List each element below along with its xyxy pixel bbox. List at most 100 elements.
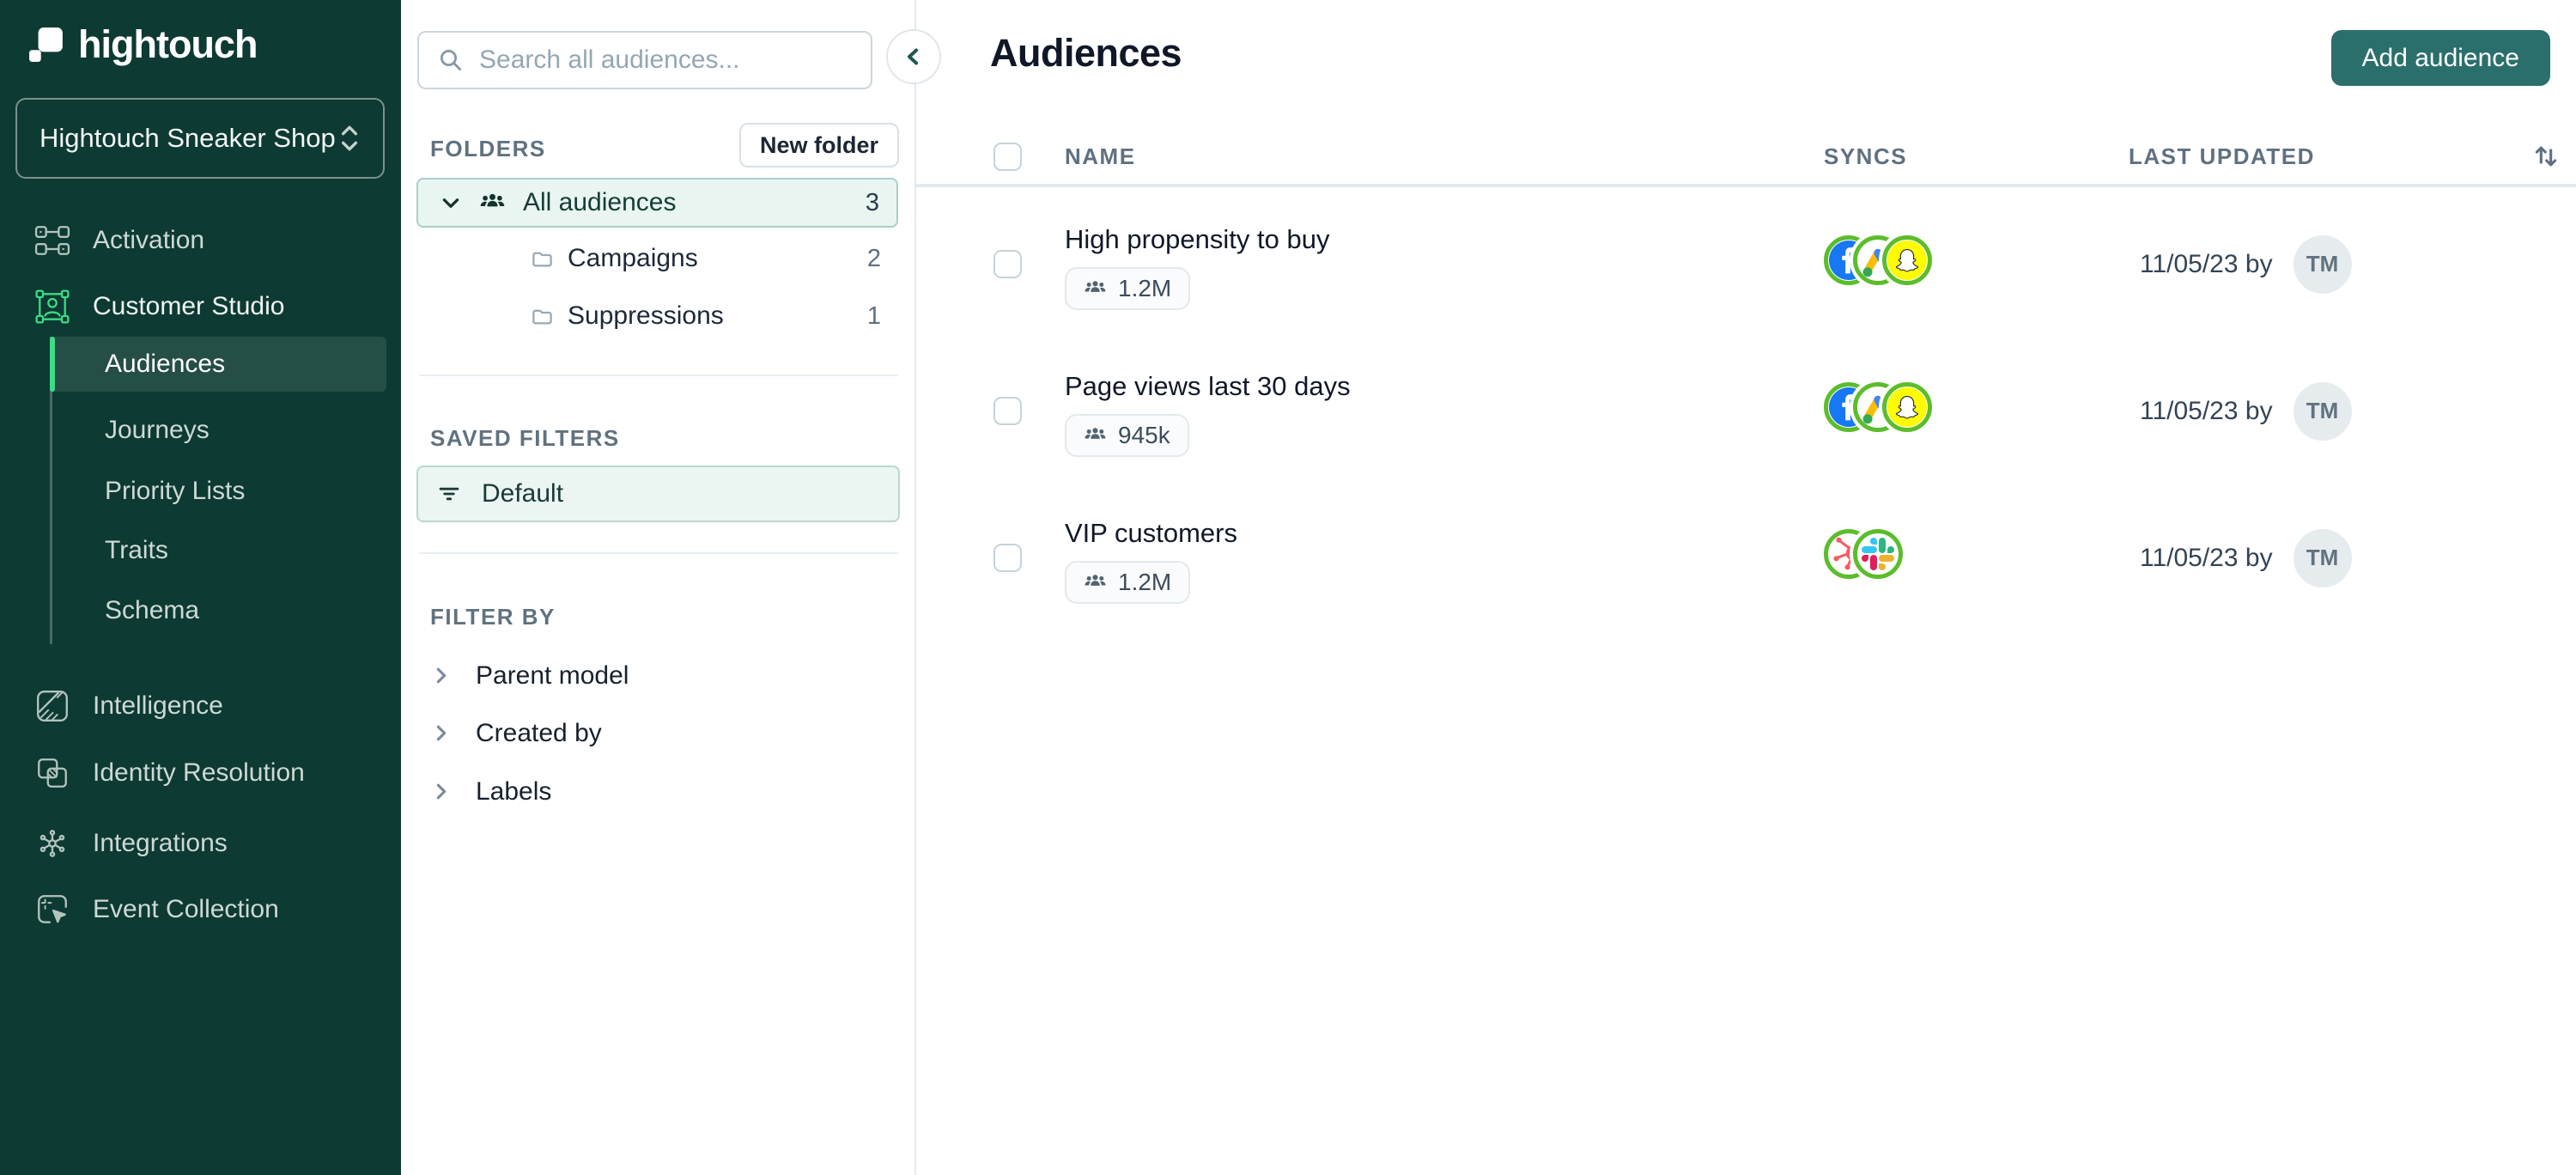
divider [419, 552, 898, 554]
divider [419, 374, 898, 376]
avatar[interactable]: TM [2293, 528, 2352, 588]
customer-studio-subnav: Audiences Journeys Priority Lists Traits… [50, 337, 386, 644]
add-audience-button[interactable]: Add audience [2330, 30, 2550, 86]
search-icon [440, 50, 461, 70]
subnav-item-label: Schema [105, 596, 200, 624]
sidebar-item-journeys[interactable]: Journeys [50, 400, 386, 460]
sidebar-item-schema[interactable]: Schema [50, 581, 386, 641]
filter-by-section-label: FILTER BY [430, 604, 556, 630]
snapchat-icon[interactable] [1882, 235, 1932, 285]
select-all-checkbox-cell [993, 125, 1022, 187]
slack-icon[interactable] [1853, 529, 1903, 579]
sidebar-item-activation[interactable]: Activation [0, 209, 401, 272]
audience-size-badge: 1.2M [1065, 267, 1191, 310]
folder-suppressions[interactable]: Suppressions 1 [416, 291, 898, 341]
audience-name-cell: High propensity to buy 1.2M [1065, 225, 1329, 310]
chevron-right-icon [436, 667, 447, 684]
audience-size: 945k [1118, 422, 1170, 448]
avatar[interactable]: TM [2293, 381, 2352, 441]
users-icon [1084, 574, 1106, 586]
sidebar-item-audiences[interactable]: Audiences [50, 337, 386, 392]
select-all-checkbox[interactable] [993, 142, 1022, 171]
saved-filter-default[interactable]: Default [416, 466, 900, 522]
chevron-left-icon [908, 48, 919, 65]
filter-labels[interactable]: Labels [430, 763, 894, 820]
audience-name[interactable]: High propensity to buy [1065, 224, 1330, 254]
last-updated-cell: 11/05/23 by TM [2140, 338, 2352, 484]
audience-name-cell: Page views last 30 days 945k [1065, 372, 1351, 457]
sidebar-item-label: Identity Resolution [93, 758, 305, 787]
workspace-name: Hightouch Sneaker Shop [39, 123, 336, 153]
sidebar-item-integrations[interactable]: Integrations [0, 812, 401, 875]
avatar[interactable]: TM [2293, 234, 2352, 294]
subnav-item-label: Audiences [105, 350, 226, 378]
intelligence-icon [37, 691, 68, 721]
activation-icon [34, 226, 70, 255]
table-row[interactable]: High propensity to buy 1.2M [916, 191, 2576, 338]
filter-parent-model[interactable]: Parent model [430, 647, 894, 704]
hightouch-logo: hightouch [28, 22, 258, 67]
column-header-last-updated[interactable]: LAST UPDATED [2129, 143, 2315, 169]
sidebar-item-traits[interactable]: Traits [50, 521, 386, 581]
sidebar-item-label: Activation [93, 226, 205, 254]
sidebar: hightouch Hightouch Sneaker Shop Activat… [0, 0, 401, 1175]
collapse-panel-button[interactable] [886, 29, 941, 84]
folder-count: 2 [866, 244, 881, 272]
filter-created-by[interactable]: Created by [430, 704, 894, 762]
folder-icon [532, 309, 552, 324]
filter-label: Created by [476, 718, 602, 747]
folder-all-audiences[interactable]: All audiences 3 [416, 178, 898, 228]
folder-campaigns[interactable]: Campaigns 2 [416, 234, 898, 283]
row-checkbox[interactable] [993, 544, 1022, 572]
customer-studio-icon [35, 289, 70, 324]
active-indicator-bar [50, 337, 55, 392]
new-folder-button[interactable]: New folder [738, 123, 899, 167]
sidebar-item-customer-studio[interactable]: Customer Studio [0, 275, 401, 338]
audience-size-badge: 945k [1065, 414, 1189, 457]
sidebar-item-label: Customer Studio [93, 292, 285, 320]
saved-filter-label: Default [482, 479, 564, 508]
sidebar-item-label: Integrations [93, 829, 228, 857]
event-collection-icon [38, 895, 67, 923]
sidebar-item-label: Intelligence [93, 691, 223, 720]
folder-label: Campaigns [568, 244, 698, 272]
folder-count: 1 [866, 301, 881, 330]
sidebar-item-intelligence[interactable]: Intelligence [0, 674, 401, 738]
sidebar-item-event-collection[interactable]: Event Collection [0, 878, 401, 941]
audience-size: 1.2M [1118, 569, 1172, 595]
row-checkbox[interactable] [993, 397, 1022, 425]
subnav-connector-line [50, 337, 52, 644]
users-icon [1084, 280, 1106, 292]
audience-size-badge: 1.2M [1065, 561, 1191, 604]
workspace-switcher[interactable]: Hightouch Sneaker Shop [15, 98, 385, 179]
audience-table: High propensity to buy 1.2M [916, 191, 2576, 631]
sort-icon[interactable] [2530, 142, 2561, 173]
logo-text: hightouch [78, 22, 258, 66]
filter-label: Labels [476, 776, 552, 806]
row-checkbox[interactable] [993, 250, 1022, 278]
syncs-cell [1824, 235, 1932, 285]
chevron-right-icon [436, 725, 447, 741]
subnav-item-label: Priority Lists [105, 477, 246, 505]
table-row[interactable]: Page views last 30 days 945k [916, 338, 2576, 484]
audience-name-cell: VIP customers 1.2M [1065, 519, 1237, 604]
page-title: Audiences [990, 31, 1182, 75]
hightouch-logo-icon [29, 27, 63, 62]
snapchat-icon[interactable] [1882, 382, 1932, 432]
audience-name[interactable]: VIP customers [1065, 518, 1238, 548]
syncs-cell [1824, 529, 1903, 579]
chevron-down-icon[interactable] [440, 192, 462, 214]
sidebar-item-priority-lists[interactable]: Priority Lists [50, 461, 386, 521]
column-header-syncs[interactable]: SYNCS [1824, 143, 1908, 169]
audience-size: 1.2M [1118, 275, 1172, 301]
folders-section-label: FOLDERS [430, 136, 546, 161]
search-input[interactable] [479, 46, 852, 75]
table-row[interactable]: VIP customers 1.2M [916, 484, 2576, 631]
filter-label: Parent model [476, 661, 629, 690]
column-header-name[interactable]: NAME [1065, 143, 1136, 169]
sidebar-item-identity-resolution[interactable]: Identity Resolution [0, 741, 401, 805]
last-updated-cell: 11/05/23 by TM [2140, 191, 2352, 338]
audience-name[interactable]: Page views last 30 days [1065, 371, 1351, 401]
chevron-right-icon [436, 783, 447, 800]
syncs-cell [1824, 382, 1932, 432]
